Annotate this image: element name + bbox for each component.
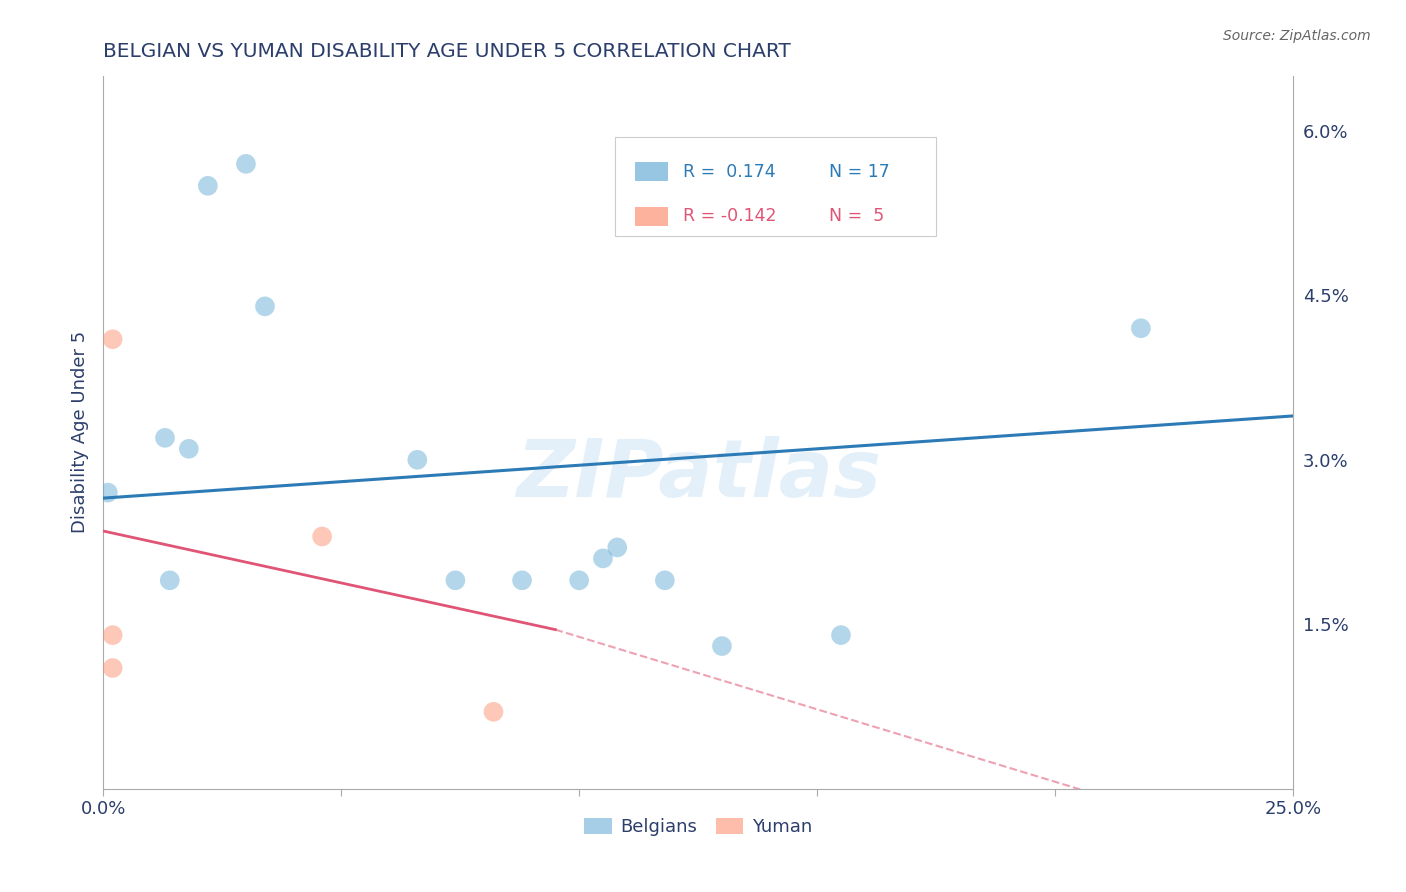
Point — [510, 574, 533, 588]
Point — [197, 178, 219, 193]
Point — [482, 705, 505, 719]
Point — [101, 628, 124, 642]
Point — [406, 452, 429, 467]
Legend: Belgians, Yuman: Belgians, Yuman — [578, 811, 820, 844]
FancyBboxPatch shape — [614, 136, 936, 236]
Point — [101, 332, 124, 346]
Text: R =  0.174: R = 0.174 — [683, 163, 775, 181]
Text: N = 17: N = 17 — [830, 163, 890, 181]
Point — [444, 574, 467, 588]
Point — [177, 442, 200, 456]
Point — [568, 574, 591, 588]
FancyBboxPatch shape — [636, 207, 668, 226]
Point — [710, 639, 733, 653]
Text: Source: ZipAtlas.com: Source: ZipAtlas.com — [1223, 29, 1371, 43]
Point — [1129, 321, 1152, 335]
Point — [101, 661, 124, 675]
Point — [97, 485, 120, 500]
Point — [253, 299, 276, 313]
Point — [159, 574, 181, 588]
Text: N =  5: N = 5 — [830, 207, 884, 226]
Point — [606, 541, 628, 555]
Point — [592, 551, 614, 566]
Point — [311, 529, 333, 543]
FancyBboxPatch shape — [636, 162, 668, 181]
Point — [830, 628, 852, 642]
Text: ZIPatlas: ZIPatlas — [516, 436, 880, 514]
Text: R = -0.142: R = -0.142 — [683, 207, 776, 226]
Y-axis label: Disability Age Under 5: Disability Age Under 5 — [72, 331, 89, 533]
Text: BELGIAN VS YUMAN DISABILITY AGE UNDER 5 CORRELATION CHART: BELGIAN VS YUMAN DISABILITY AGE UNDER 5 … — [103, 42, 792, 61]
Point — [235, 157, 257, 171]
Point — [654, 574, 676, 588]
Point — [153, 431, 176, 445]
